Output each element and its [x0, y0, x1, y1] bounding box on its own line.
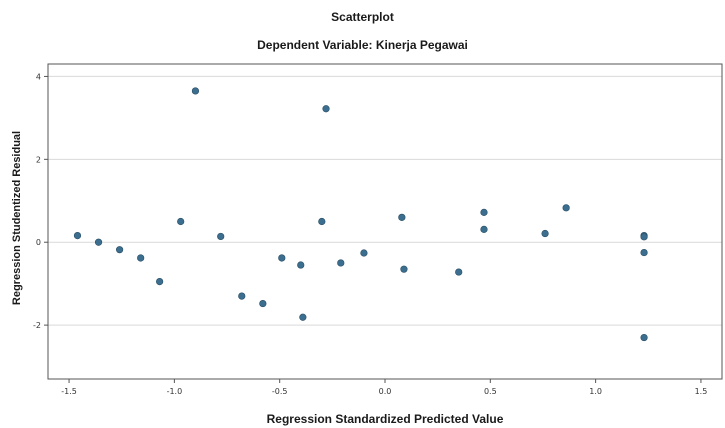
axis-ticks: 4 2 0 -2 -1.5 -1.0 -0.5 0.0 0.5 1.0 1.5	[33, 72, 707, 396]
data-point	[177, 217, 185, 226]
x-tick-label: -0.5	[272, 387, 288, 396]
plot-frame	[47, 63, 723, 380]
data-point	[238, 292, 246, 300]
x-tick-label: 1.0	[589, 387, 602, 396]
data-point	[217, 232, 225, 241]
x-tick-label: -1.0	[167, 387, 183, 396]
data-point	[562, 204, 570, 212]
data-point	[480, 208, 488, 216]
x-tick-label: 1.5	[695, 387, 708, 396]
gridlines	[48, 75, 722, 326]
data-point	[259, 299, 267, 308]
data-point	[73, 231, 82, 240]
y-tick-label: -2	[33, 321, 41, 330]
data-point	[455, 268, 463, 276]
data-point	[398, 213, 406, 221]
data-point	[640, 248, 648, 257]
data-point	[322, 105, 330, 113]
chart-subtitle: Dependent Variable: Kinerja Pegawai	[257, 38, 468, 52]
data-point	[318, 217, 326, 226]
data-point	[480, 225, 488, 233]
data-point	[297, 261, 305, 269]
data-point	[137, 254, 145, 262]
y-tick-label: 4	[36, 72, 41, 81]
data-point	[400, 265, 408, 273]
data-point	[116, 246, 124, 254]
data-point	[360, 249, 368, 257]
chart-title: Scatterplot	[331, 10, 394, 24]
data-points	[73, 87, 648, 342]
data-point	[640, 233, 648, 241]
y-axis-label: Regression Studentized Residual	[11, 130, 23, 306]
y-tick-label: 2	[36, 155, 41, 164]
data-point	[541, 229, 549, 238]
data-point	[337, 259, 345, 267]
x-tick-label: 0.0	[379, 387, 392, 396]
x-tick-label: -1.5	[61, 387, 77, 396]
x-tick-label: 0.5	[484, 387, 497, 396]
data-point	[278, 254, 286, 262]
y-tick-label: 0	[36, 238, 41, 247]
data-point	[156, 277, 164, 286]
data-point	[191, 87, 200, 95]
data-point	[94, 238, 103, 246]
data-point	[299, 313, 307, 321]
data-point	[640, 333, 648, 342]
x-axis-label: Regression Standardized Predicted Value	[266, 412, 504, 426]
